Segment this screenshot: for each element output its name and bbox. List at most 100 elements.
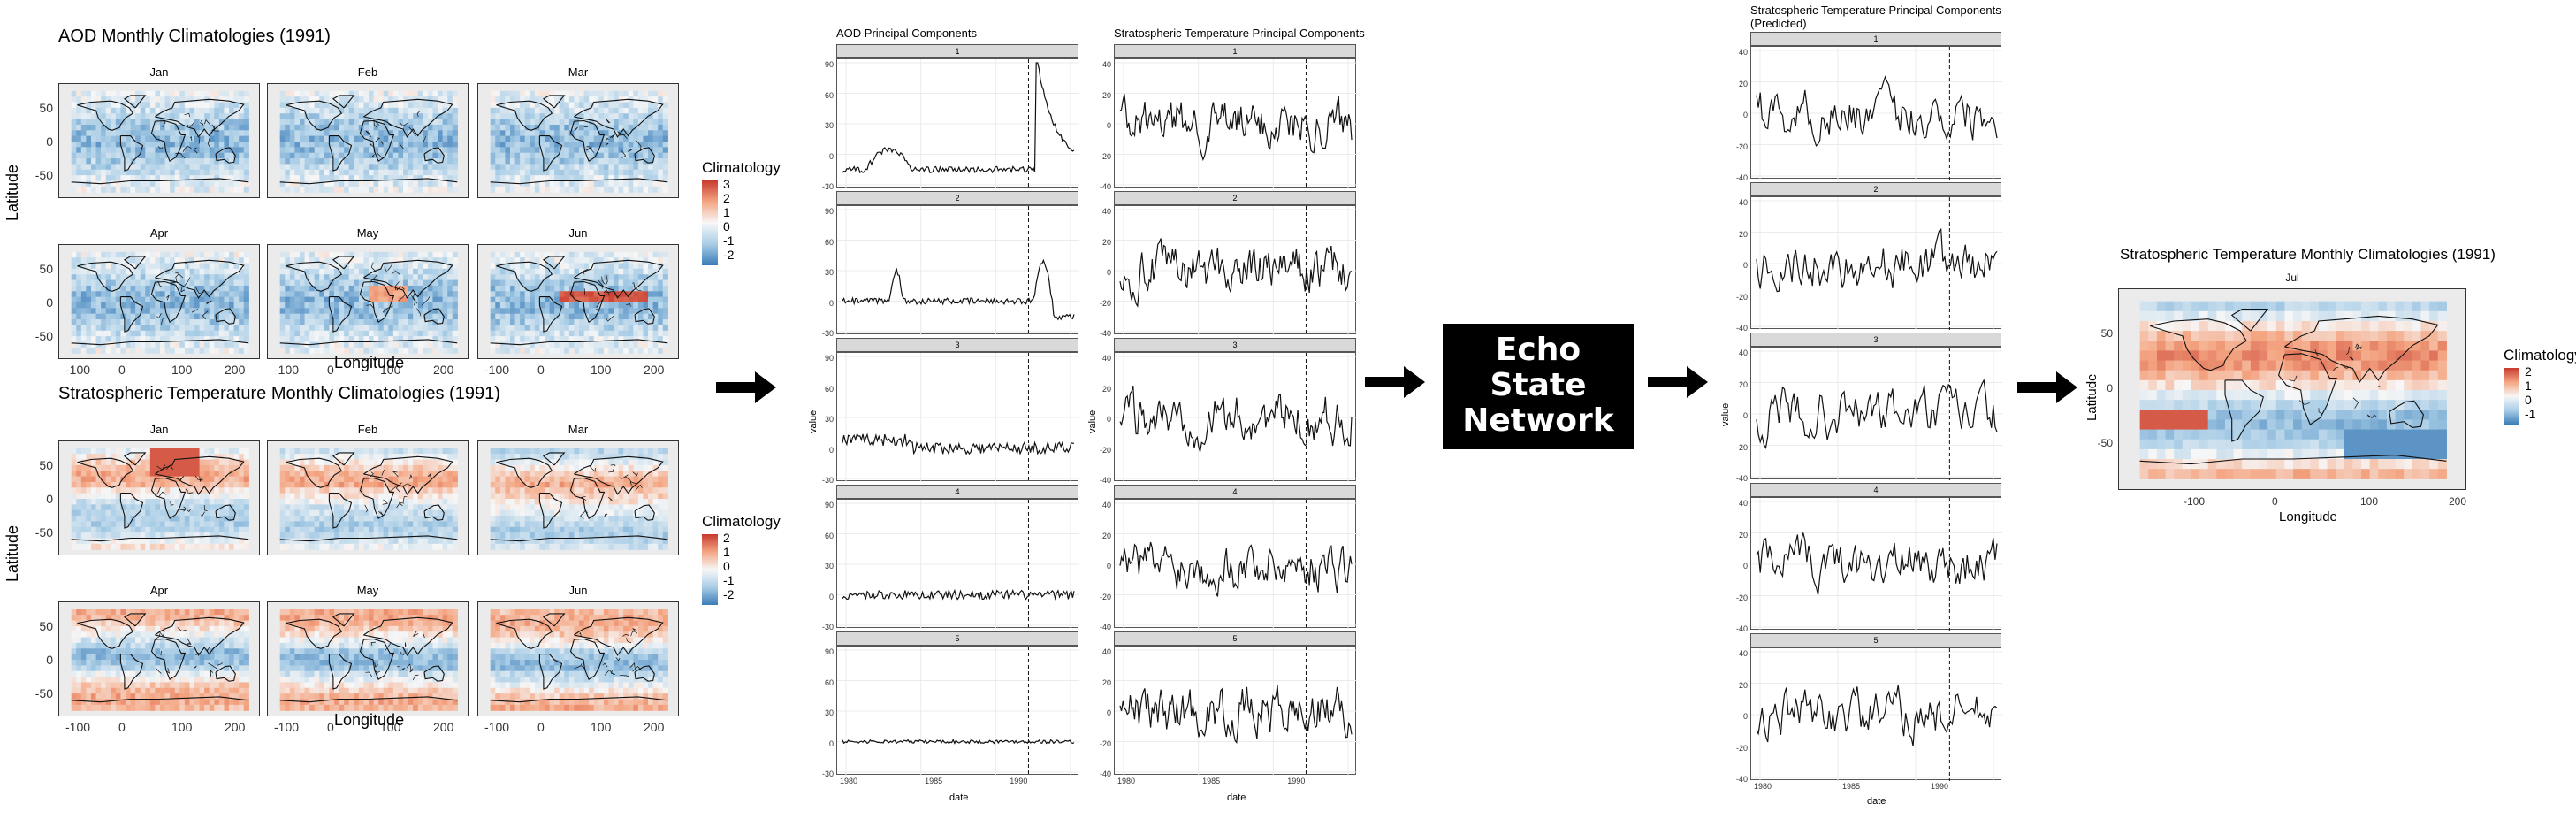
y-tick-label: 60 bbox=[824, 237, 834, 247]
temp-pc-title: Stratospheric Temperature Principal Comp… bbox=[1114, 27, 1365, 40]
pc-panel-3 bbox=[1114, 352, 1357, 482]
y-tick-label: -20 bbox=[1099, 298, 1111, 308]
y-tick-label: 20 bbox=[1738, 79, 1748, 88]
pc-panel-5 bbox=[1114, 646, 1357, 776]
legend-label: 1 bbox=[723, 205, 730, 219]
pred-pc-ylabel: value bbox=[1720, 402, 1731, 426]
esn-line-1: Echo bbox=[1495, 332, 1581, 368]
y-tick-label: -20 bbox=[1099, 151, 1111, 161]
x-tick-label: 1990 bbox=[1010, 777, 1028, 785]
y-tick-label: 30 bbox=[824, 415, 834, 424]
legend-title: Climatology bbox=[2504, 347, 2576, 364]
y-tick-label: 40 bbox=[1101, 647, 1111, 656]
legend-label: 2 bbox=[723, 531, 730, 545]
y-tick-label: 0 bbox=[1106, 121, 1111, 130]
y-tick-label: 40 bbox=[1738, 348, 1748, 357]
y-tick-label: -50 bbox=[34, 329, 53, 343]
map-panel-jan bbox=[58, 440, 260, 555]
y-tick-label: 50 bbox=[39, 262, 53, 276]
y-tick-label: 20 bbox=[1738, 379, 1748, 389]
y-tick-label: -40 bbox=[1735, 624, 1748, 633]
y-tick-label: 40 bbox=[1738, 198, 1748, 207]
arrow-right-icon bbox=[716, 371, 776, 403]
output-ylabel: Latitude bbox=[2084, 373, 2100, 421]
y-tick-label: 20 bbox=[1738, 229, 1748, 239]
y-tick-label: 60 bbox=[824, 531, 834, 540]
temp-maps-title: Stratospheric Temperature Monthly Climat… bbox=[58, 384, 500, 403]
y-tick-label: -40 bbox=[1735, 474, 1748, 483]
pc-panel-4 bbox=[1114, 499, 1357, 629]
x-tick-label: 1985 bbox=[1202, 777, 1221, 785]
legend-title: Climatology bbox=[702, 513, 781, 530]
y-tick-label: 0 bbox=[1742, 712, 1748, 721]
y-tick-label: 0 bbox=[828, 151, 834, 161]
y-tick-label: -30 bbox=[821, 476, 834, 485]
y-tick-label: 60 bbox=[824, 384, 834, 394]
y-tick-label: 30 bbox=[824, 562, 834, 570]
y-tick-label: 40 bbox=[1738, 649, 1748, 658]
y-tick-label: 90 bbox=[824, 60, 834, 69]
x-tick-label: 1985 bbox=[1842, 782, 1861, 791]
pc-strip-3: 3 bbox=[1114, 338, 1356, 352]
legend-label: -2 bbox=[723, 248, 735, 262]
y-tick-label: 0 bbox=[46, 295, 53, 310]
pc-strip-2: 2 bbox=[1750, 182, 2001, 196]
pc-strip-4: 4 bbox=[1750, 483, 2001, 497]
month-strip-apr: Apr bbox=[149, 226, 169, 240]
x-tick-label: -100 bbox=[65, 720, 91, 734]
legend-label: 0 bbox=[2525, 393, 2532, 407]
x-tick-label: -100 bbox=[484, 720, 510, 734]
legend-colorbar bbox=[702, 534, 718, 605]
y-tick-label: 20 bbox=[1738, 530, 1748, 540]
x-tick-label: -100 bbox=[274, 720, 300, 734]
y-tick-label: -50 bbox=[34, 525, 53, 540]
legend-label: 2 bbox=[2525, 364, 2532, 379]
aod-xlabel: Longitude bbox=[334, 354, 405, 371]
x-tick-label: 0 bbox=[118, 363, 126, 377]
map-panel-apr bbox=[58, 244, 260, 359]
y-tick-label: -30 bbox=[821, 182, 834, 191]
temp-pc-ylabel: value bbox=[1087, 410, 1098, 433]
month-strip-jun: Jun bbox=[568, 226, 588, 240]
x-tick-label: 0 bbox=[537, 720, 545, 734]
y-tick-label: 0 bbox=[1106, 268, 1111, 277]
pc-strip-5: 5 bbox=[1750, 633, 2001, 647]
legend-label: 1 bbox=[2525, 379, 2532, 393]
y-tick-label: 0 bbox=[46, 653, 53, 667]
output-xlabel: Longitude bbox=[2279, 509, 2337, 524]
map-panel-apr bbox=[58, 601, 260, 716]
y-tick-label: 40 bbox=[1101, 60, 1111, 69]
map-panel-mar bbox=[477, 440, 679, 555]
x-tick-label: 100 bbox=[380, 720, 401, 734]
pc-panel-2 bbox=[836, 205, 1079, 335]
x-tick-label: 200 bbox=[433, 363, 454, 377]
x-tick-label: 0 bbox=[537, 363, 545, 377]
y-tick-label: 20 bbox=[1101, 384, 1111, 394]
y-tick-label: 50 bbox=[39, 619, 53, 633]
y-tick-label: 0 bbox=[46, 134, 53, 149]
y-tick-label: -40 bbox=[1099, 476, 1111, 485]
aod-pc-title: AOD Principal Components bbox=[836, 27, 977, 40]
pc-strip-3: 3 bbox=[1750, 333, 2001, 347]
x-tick-label: 200 bbox=[225, 363, 246, 377]
y-tick-label: 90 bbox=[824, 647, 834, 656]
y-tick-label: -20 bbox=[1735, 442, 1748, 452]
y-tick-label: -20 bbox=[1099, 739, 1111, 748]
aod-ylabel: Latitude bbox=[4, 164, 21, 221]
pc-strip-2: 2 bbox=[1114, 191, 1356, 205]
pc-strip-3: 3 bbox=[836, 338, 1078, 352]
legend-label: 1 bbox=[723, 545, 730, 559]
y-tick-label: 0 bbox=[46, 492, 53, 506]
map-panel-feb bbox=[267, 440, 469, 555]
x-tick-label: 200 bbox=[644, 720, 665, 734]
y-tick-label: -40 bbox=[1735, 173, 1748, 182]
y-tick-label: 50 bbox=[2100, 327, 2113, 340]
y-tick-label: 0 bbox=[1742, 261, 1748, 270]
y-tick-label: 0 bbox=[828, 298, 834, 308]
y-tick-label: 0 bbox=[1742, 562, 1748, 570]
output-map-title: Stratospheric Temperature Monthly Climat… bbox=[2120, 246, 2496, 263]
y-tick-label: 0 bbox=[1742, 411, 1748, 420]
pc-panel-1 bbox=[1750, 46, 2002, 180]
map-panel-jan bbox=[58, 83, 260, 198]
month-strip-jun: Jun bbox=[568, 584, 588, 597]
